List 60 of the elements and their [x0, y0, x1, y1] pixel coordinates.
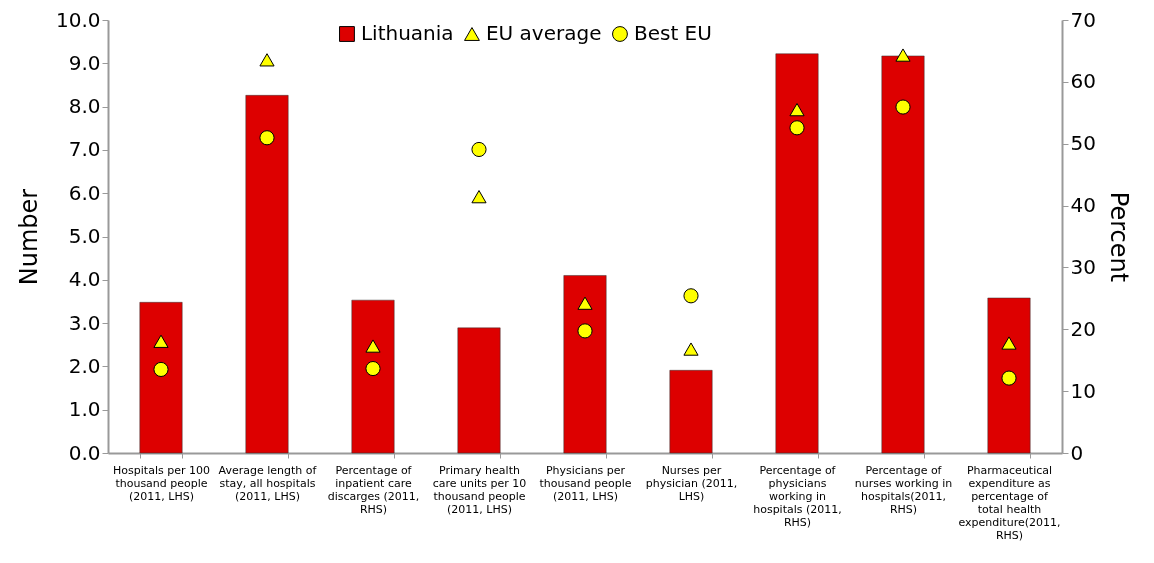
y2-tick-label: 20	[1070, 316, 1096, 341]
y2-tick-label: 70	[1070, 7, 1096, 32]
point	[577, 323, 593, 339]
bar	[563, 275, 607, 454]
y-tick-label: 0.0	[68, 440, 101, 465]
point	[789, 103, 805, 117]
point	[365, 361, 381, 377]
legend-label: EU average	[485, 21, 602, 45]
x-tick-label: Nurses per physician (2011, LHS)	[645, 463, 738, 503]
bar	[457, 327, 501, 454]
y-tick-label: 7.0	[68, 137, 101, 162]
y-tick-label: 2.0	[68, 353, 101, 378]
point	[577, 296, 593, 310]
legend-label: Lithuania	[360, 21, 454, 45]
y2-tick-label: 40	[1070, 193, 1096, 218]
y-tick-label: 1.0	[68, 397, 101, 422]
x-tick-label: Percentage of inpatient care discarges (2011, RHS)	[327, 463, 420, 516]
point	[471, 141, 487, 158]
point	[895, 99, 911, 115]
y-axis-title: Number	[14, 188, 43, 286]
bar	[669, 370, 713, 454]
legend-label: Best EU	[633, 21, 712, 45]
bar	[139, 302, 183, 454]
bar	[775, 53, 819, 454]
x-tick-label: Percentage of nurses working in hospitals(2011, RHS)	[854, 463, 953, 516]
y2-tick-label: 50	[1070, 131, 1096, 156]
y2-tick-label: 30	[1070, 254, 1096, 279]
point	[153, 334, 169, 348]
bar	[881, 55, 925, 454]
x-tick-label: Hospitals per 100 thousand people (2011, LHS)	[113, 463, 210, 503]
point	[259, 53, 275, 67]
point	[471, 190, 487, 204]
point	[1001, 370, 1017, 386]
bar	[987, 297, 1031, 454]
y2-tick-label: 10	[1070, 378, 1096, 403]
bar	[351, 299, 395, 454]
y-tick-label: 4.0	[68, 267, 101, 292]
y-tick-label: 9.0	[68, 50, 101, 75]
y-tick-label: 10.0	[55, 7, 101, 32]
y-tick-label: 5.0	[68, 224, 101, 248]
x-tick-label: Primary health care units per 10 thousand people (2011, LHS)	[432, 463, 527, 516]
y-tick-label: 3.0	[68, 310, 101, 335]
y-tick-label: 8.0	[68, 94, 101, 119]
point	[683, 288, 699, 304]
point	[789, 120, 805, 136]
point	[895, 48, 911, 62]
y-tick-label: 6.0	[68, 180, 101, 205]
point	[1001, 336, 1017, 350]
x-tick-label: Average length of stay, all hospitals (2011, LHS)	[218, 463, 318, 503]
point	[683, 342, 699, 356]
point	[365, 339, 381, 353]
x-tick-label: Pharmaceutical expenditure as percentage of total health expenditure(2011, RHS)	[958, 463, 1061, 542]
point	[259, 130, 275, 146]
point	[153, 361, 169, 377]
y2-axis-title: Percent	[1104, 191, 1133, 283]
bar	[245, 95, 289, 454]
y2-tick-label: 60	[1070, 69, 1096, 94]
y2-tick-label: 0	[1070, 440, 1084, 465]
x-tick-label: Physicians per thousand people (2011, LHS)	[539, 463, 632, 503]
x-tick-label: Percentage of physicians working in hospitals (2011, RHS)	[753, 463, 842, 529]
